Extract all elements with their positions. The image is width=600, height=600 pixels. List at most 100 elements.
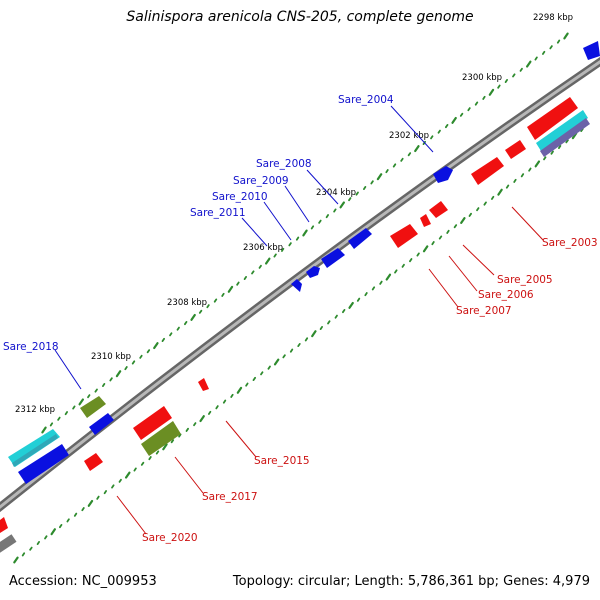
gene-sare-2011-arrow[interactable] xyxy=(291,279,302,292)
gene-label-sare-2017[interactable]: Sare_2017 xyxy=(202,491,258,503)
leader-sare-2011 xyxy=(241,217,268,247)
gene-label-sare-2020[interactable]: Sare_2020 xyxy=(142,532,198,544)
outer-tick-mark-60 xyxy=(488,88,495,96)
inner-tick-mark-13 xyxy=(111,484,115,489)
inner-tick-mark-35 xyxy=(273,358,280,366)
inner-tick-mark-59 xyxy=(453,224,458,229)
gene-label-sare-2005[interactable]: Sare_2005 xyxy=(497,274,553,286)
gene-blue-left[interactable] xyxy=(18,444,69,484)
gene-sare-2008-box[interactable] xyxy=(348,228,372,249)
inner-tick-mark-73 xyxy=(558,144,562,150)
gene-sare-2006[interactable] xyxy=(420,214,431,227)
inner-tick-mark-66 xyxy=(505,184,510,189)
gene-sare-2015[interactable] xyxy=(198,378,209,391)
inner-tick-mark-71 xyxy=(543,156,547,161)
inner-tick-mark-25 xyxy=(199,415,205,423)
gene-sare-2004[interactable] xyxy=(433,166,453,183)
outer-tick-mark-45 xyxy=(376,173,383,181)
inner-tick-mark-15 xyxy=(124,471,131,479)
outer-tick-mark-49 xyxy=(407,152,412,157)
outer-tick-mark-46 xyxy=(385,169,389,174)
label-leader-lines xyxy=(54,105,544,535)
gene-sare-2005[interactable] xyxy=(429,201,448,218)
gene-label-sare-2004[interactable]: Sare_2004 xyxy=(338,94,394,106)
inner-tick-mark-11 xyxy=(96,495,100,500)
inner-tick-mark-61 xyxy=(468,212,473,217)
gene-cyan-right[interactable] xyxy=(536,110,588,151)
gene-purple-right[interactable] xyxy=(540,118,590,157)
outer-tick-ring xyxy=(41,32,569,434)
gene-label-sare-2003[interactable]: Sare_2003 xyxy=(542,237,598,249)
scale-label-2306: 2306 kbp xyxy=(243,243,283,253)
outer-tick-mark-53 xyxy=(437,129,441,134)
gene-sare-2009-box[interactable] xyxy=(321,248,345,268)
gene-label-sare-2006[interactable]: Sare_2006 xyxy=(478,289,534,301)
inner-tick-mark-6 xyxy=(59,524,63,529)
inner-tick-mark-24 xyxy=(193,422,197,427)
gene-sare-2018[interactable] xyxy=(89,413,114,435)
gene-label-sare-2011[interactable]: Sare_2011 xyxy=(190,207,246,219)
outer-tick-mark-3 xyxy=(64,411,68,416)
outer-tick-mark-69 xyxy=(556,39,561,44)
inner-tick-ring xyxy=(13,127,584,564)
gene-olive-upper[interactable] xyxy=(80,396,106,418)
gene-sare-2017-red[interactable] xyxy=(133,406,172,440)
gene-label-sare-2008[interactable]: Sare_2008 xyxy=(256,158,312,170)
gene-label-sare-2010[interactable]: Sare_2010 xyxy=(212,191,268,203)
inner-tick-mark-30 xyxy=(236,386,243,394)
inner-tick-mark-28 xyxy=(222,399,227,404)
scale-label-2300: 2300 kbp xyxy=(462,73,502,83)
inner-tick-mark-53 xyxy=(408,258,413,263)
gene-sare-2003[interactable] xyxy=(471,157,504,185)
outer-tick-mark-39 xyxy=(333,208,337,213)
outer-tick-mark-5 xyxy=(78,398,85,406)
outer-tick-mark-35 xyxy=(302,229,308,237)
outer-tick-mark-38 xyxy=(325,214,330,219)
gene-label-sare-2018[interactable]: Sare_2018 xyxy=(3,341,59,353)
gene-red-top-right[interactable] xyxy=(527,97,578,140)
gene-red-2003b[interactable] xyxy=(505,140,526,159)
inner-tick-mark-10 xyxy=(87,499,94,507)
scale-label-2308: 2308 kbp xyxy=(167,298,207,308)
inner-tick-mark-48 xyxy=(371,286,376,291)
gene-label-sare-2015[interactable]: Sare_2015 xyxy=(254,455,310,467)
gene-sare-2020[interactable] xyxy=(84,453,103,471)
outer-tick-mark-30 xyxy=(265,257,271,265)
inner-tick-mark-47 xyxy=(364,292,368,297)
inner-tick-mark-2 xyxy=(29,546,33,551)
inner-tick-mark-3 xyxy=(36,541,40,545)
inner-tick-mark-52 xyxy=(401,263,405,268)
leader-sare-2005 xyxy=(462,244,495,276)
leader-sare-2015 xyxy=(225,420,257,458)
inner-tick-mark-74 xyxy=(565,139,569,144)
inner-tick-mark-68 xyxy=(520,173,525,178)
outer-tick-mark-41 xyxy=(348,197,352,202)
outer-tick-mark-47 xyxy=(392,163,397,168)
inner-tick-mark-56 xyxy=(431,241,435,246)
outer-tick-mark-57 xyxy=(467,107,471,112)
gene-label-sare-2007[interactable]: Sare_2007 xyxy=(456,305,512,317)
scale-label-2310: 2310 kbp xyxy=(91,352,131,362)
inner-tick-mark-65 xyxy=(497,188,503,196)
inner-tick-mark-42 xyxy=(327,320,331,325)
outer-tick-mark-42 xyxy=(355,191,359,196)
leader-sare-2006 xyxy=(448,255,478,292)
inner-tick-mark-16 xyxy=(133,467,137,472)
outer-tick-mark-23 xyxy=(213,298,218,303)
gene-sare-2007[interactable] xyxy=(390,224,418,248)
inner-tick-mark-49 xyxy=(379,280,383,285)
gene-sare-2017[interactable] xyxy=(141,421,181,456)
outer-tick-mark-31 xyxy=(273,253,277,258)
outer-tick-mark-16 xyxy=(161,337,166,343)
gene-sare-2010-arrow[interactable] xyxy=(306,266,320,278)
outer-tick-mark-68 xyxy=(549,45,553,50)
gene-red-bottom-left[interactable] xyxy=(0,517,8,533)
inner-tick-mark-60 xyxy=(460,217,466,224)
gene-label-sare-2009[interactable]: Sare_2009 xyxy=(233,175,289,187)
inner-tick-mark-9 xyxy=(81,507,85,512)
leader-sare-2020 xyxy=(116,495,147,535)
inner-tick-mark-27 xyxy=(215,405,219,410)
leader-sare-2017 xyxy=(174,456,204,494)
gene-arrow-top-right[interactable] xyxy=(583,41,600,60)
leader-sare-2009 xyxy=(284,185,310,223)
